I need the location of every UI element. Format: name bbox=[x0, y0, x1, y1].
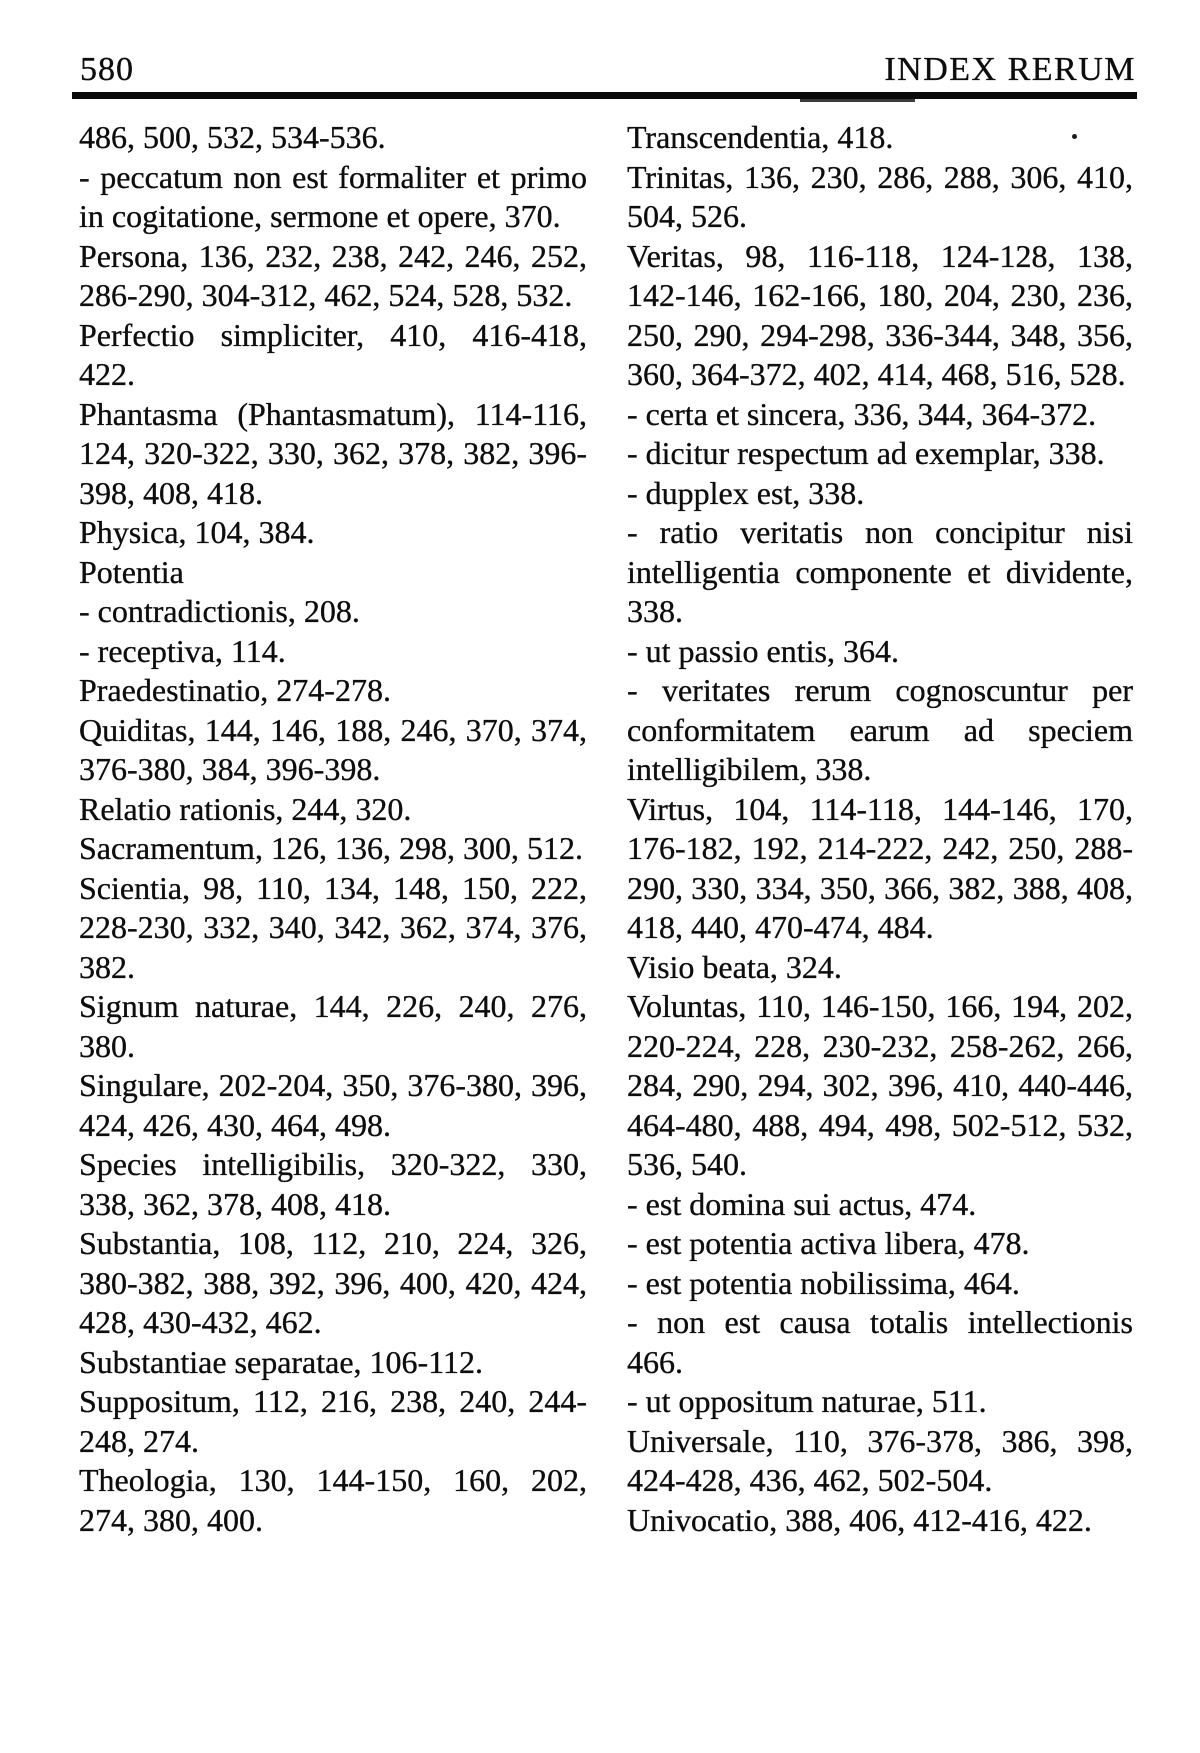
index-entry: Univocatio, 388, 406, 412-416, 422. bbox=[627, 1501, 1092, 1538]
index-entry: Visio beata, 324. bbox=[627, 948, 842, 985]
running-title: INDEX RERUM bbox=[884, 51, 1136, 88]
index-entry: - est potentia nobilissima, 464. bbox=[627, 1264, 1020, 1301]
index-entry: - ut oppositum naturae, 511. bbox=[627, 1383, 987, 1419]
left-column: 486, 500, 532, 534-536. - peccatum non es… bbox=[79, 118, 587, 1540]
index-entry: - veritates rerum cognoscuntur per confo… bbox=[627, 672, 1133, 787]
index-entry: Phantasma (Phantasmatum), 114-116, 124, … bbox=[79, 395, 587, 511]
index-entry: Theologia, 130, 144-150, 160, 202, 274, … bbox=[79, 1462, 587, 1538]
index-entry: Persona, 136, 232, 238, 242, 246, 252, 2… bbox=[79, 237, 587, 313]
index-entry: - certa et sincera, 336, 344, 364-372. bbox=[627, 395, 1097, 432]
index-entry: Universale, 110, 376-378, 386, 398, 424-… bbox=[627, 1422, 1133, 1498]
index-entry: Physica, 104, 384. bbox=[79, 514, 315, 550]
index-entry: Quiditas, 144, 146, 188, 246, 370, 374, … bbox=[79, 711, 587, 787]
index-entry: - receptiva, 114. bbox=[79, 632, 286, 669]
index-entry: Sacramentum, 126, 136, 298, 300, 512. bbox=[79, 830, 583, 866]
index-entry: Suppositum, 112, 216, 238, 240, 244-248,… bbox=[79, 1383, 587, 1459]
header-rule bbox=[72, 92, 1137, 99]
right-column: Transcendentia, 418. Trinitas, 136, 230, … bbox=[627, 118, 1133, 1540]
index-entry: Signum naturae, 144, 226, 240, 276, 380. bbox=[79, 988, 587, 1064]
index-columns: 486, 500, 532, 534-536. - peccatum non es… bbox=[79, 118, 1133, 1540]
index-entry: Substantia, 108, 112, 210, 224, 326, 380… bbox=[79, 1225, 587, 1340]
rule-smudge-artifact bbox=[800, 99, 915, 102]
index-entry: Virtus, 104, 114-118, 144-146, 170, 176-… bbox=[627, 790, 1133, 945]
index-entry: 486, 500, 532, 534-536. bbox=[79, 119, 386, 155]
index-entry: - ut passio entis, 364. bbox=[627, 632, 899, 669]
index-entry: - non est causa totalis intellectionis 4… bbox=[627, 1304, 1133, 1380]
index-entry: Substantiae separatae, 106-112. bbox=[79, 1343, 484, 1380]
index-entry: Praedestinatio, 274-278. bbox=[79, 672, 391, 708]
index-entry: - est domina sui actus, 474. bbox=[627, 1185, 977, 1222]
scan-speck-artifact bbox=[1072, 134, 1077, 139]
index-entry: Species intelligibilis, 320-322, 330, 33… bbox=[79, 1146, 587, 1222]
index-entry: Relatio rationis, 244, 320. bbox=[79, 790, 412, 827]
index-entry: - dicitur respectum ad exemplar, 338. bbox=[627, 435, 1105, 471]
index-entry: Transcendentia, 418. bbox=[627, 119, 894, 155]
index-entry: Singulare, 202-204, 350, 376-380, 396, 4… bbox=[79, 1067, 587, 1143]
index-entry: Voluntas, 110, 146-150, 166, 194, 202, 2… bbox=[627, 988, 1133, 1182]
index-entry: - contradictionis, 208. bbox=[79, 593, 360, 629]
index-entry: Veritas, 98, 116-118, 124-128, 138, 142-… bbox=[627, 237, 1133, 392]
index-entry: Scientia, 98, 110, 134, 148, 150, 222, 2… bbox=[79, 869, 587, 985]
page-header: 580 INDEX RERUM bbox=[80, 50, 1136, 90]
index-entry: Potentia bbox=[79, 553, 184, 590]
index-entry: - ratio veritatis non concipitur nisi in… bbox=[627, 514, 1133, 629]
index-entry: - est potentia activa libera, 478. bbox=[627, 1225, 1030, 1261]
page-number: 580 bbox=[80, 51, 134, 88]
index-entry: - dupplex est, 338. bbox=[627, 474, 865, 511]
index-entry: Trinitas, 136, 230, 286, 288, 306, 410, … bbox=[627, 158, 1133, 234]
index-entry: Perfectio simpliciter, 410, 416-418, 422… bbox=[79, 316, 587, 392]
index-entry: - peccatum non est formaliter et primo i… bbox=[79, 158, 587, 234]
